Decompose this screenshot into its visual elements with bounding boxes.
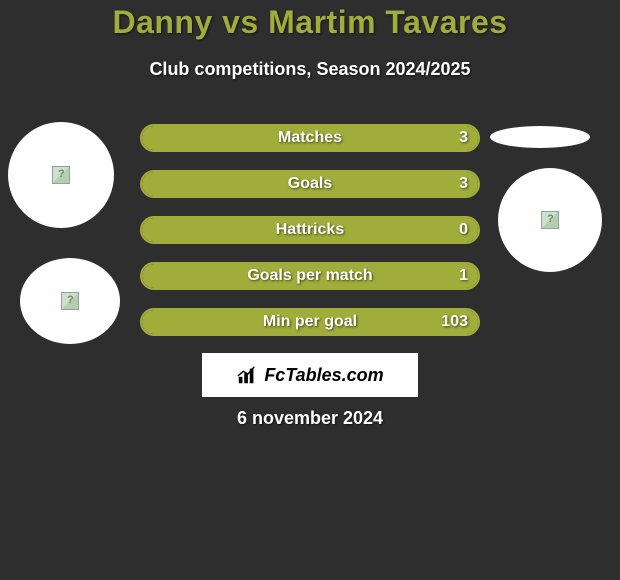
broken-image-icon	[541, 211, 559, 229]
stat-bar-value: 103	[441, 310, 468, 334]
stat-bar-value: 3	[459, 126, 468, 150]
stat-bar-fill	[142, 172, 478, 196]
comparison-subtitle: Club competitions, Season 2024/2025	[0, 59, 620, 80]
source-logo: FcTables.com	[202, 353, 418, 397]
comparison-title: Danny vs Martim Tavares	[0, 0, 620, 41]
player-avatar-left-bottom	[20, 258, 120, 344]
broken-image-icon	[52, 166, 70, 184]
player-avatar-right-top	[490, 126, 590, 148]
infographic-date: 6 november 2024	[0, 408, 620, 429]
stat-bar-value: 0	[459, 218, 468, 242]
source-logo-text: FcTables.com	[264, 365, 383, 386]
stat-bar-value: 3	[459, 172, 468, 196]
stat-bars-container: Matches 3 Goals 3 Hattricks 0 Goals per …	[140, 124, 480, 354]
player-avatar-left-top	[8, 122, 114, 228]
stat-bar-fill	[142, 126, 478, 150]
stat-bar-fill	[142, 218, 478, 242]
stat-bar-fill	[142, 310, 478, 334]
stat-bar-value: 1	[459, 264, 468, 288]
stat-bar-matches: Matches 3	[140, 124, 480, 152]
stat-bar-hattricks: Hattricks 0	[140, 216, 480, 244]
bar-chart-icon	[236, 364, 258, 386]
player-avatar-right-bottom	[498, 168, 602, 272]
stat-bar-goals-per-match: Goals per match 1	[140, 262, 480, 290]
stat-bar-min-per-goal: Min per goal 103	[140, 308, 480, 336]
stat-bar-fill	[142, 264, 478, 288]
broken-image-icon	[61, 292, 79, 310]
stat-bar-goals: Goals 3	[140, 170, 480, 198]
